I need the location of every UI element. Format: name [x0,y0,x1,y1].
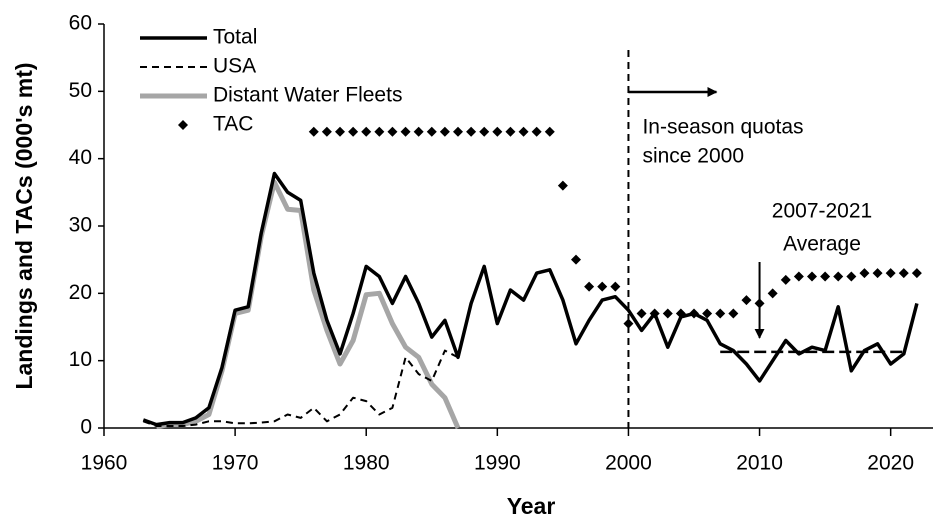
tac-point [702,308,713,319]
tac-point [597,281,608,292]
x-tick-label: 1980 [343,452,390,475]
tac-point [453,126,463,137]
annotation-text: since 2000 [642,145,744,168]
y-tick-label: 60 [69,12,92,35]
y-tick-label: 20 [69,281,92,304]
tac-point [321,126,332,137]
tac-point [610,281,621,292]
tac-point [898,268,909,279]
tac-point [400,126,411,137]
y-tick-label: 50 [69,79,92,102]
tac-point [531,126,542,137]
tac-point [662,308,673,319]
x-tick-label: 1990 [474,452,521,475]
tac-point [374,126,385,137]
series-line [156,179,461,430]
tac-point [728,308,739,319]
tac-point [793,271,804,282]
tac-point [505,126,516,137]
tac-point [557,180,568,191]
y-axis-title: Landings and TACs (000's mt) [11,62,37,389]
tac-point [833,271,844,282]
tac-point [872,268,883,279]
x-tick-label: 2010 [736,452,783,475]
x-tick-label: 2020 [867,452,914,475]
x-tick-label: 1970 [212,452,259,475]
tac-point [820,271,831,282]
tac-point [675,308,686,319]
tac-point [348,126,359,137]
tac-point [492,126,503,137]
annotation-text: 2007-2021 [772,200,872,223]
tac-point [308,126,319,137]
series-line [142,171,919,427]
legend-symbol [178,120,188,130]
tac-point [413,126,424,137]
tac-point [846,271,857,282]
tac-point [623,318,634,329]
y-tick-label: 10 [69,348,92,371]
tac-point [636,308,647,319]
tac-point [767,288,778,299]
tac-point [885,268,896,279]
tac-point [518,126,529,137]
tac-point [335,126,345,137]
annotation-text: Average [783,233,861,256]
tac-point [387,126,398,137]
x-tick-label: 2000 [605,452,652,475]
tac-point [439,126,450,137]
tac-point [584,281,595,292]
tac-point [689,308,699,319]
tac-point [426,126,437,137]
y-tick-label: 40 [69,146,92,169]
legend-label: TAC [213,113,253,136]
tac-point [361,126,372,137]
tac-point [479,126,490,137]
tac-point [859,268,870,279]
tac-point [715,308,726,319]
tac-point [571,254,581,265]
tac-point [911,268,922,279]
tac-point [649,308,660,319]
series-line [142,349,459,427]
tac-point [780,274,791,285]
legend-label: Distant Water Fleets [213,84,402,107]
tac-point [741,295,752,306]
annotation-text: In-season quotas [642,116,803,139]
y-tick-label: 30 [69,214,92,237]
y-tick-label: 0 [80,416,92,439]
tac-point [807,271,817,282]
legend-label: Total [213,26,257,49]
tac-point [466,126,477,137]
legend-label: USA [213,55,256,78]
tac-point [544,126,555,137]
x-axis-title: Year [507,493,556,519]
x-tick-label: 1960 [81,452,128,475]
